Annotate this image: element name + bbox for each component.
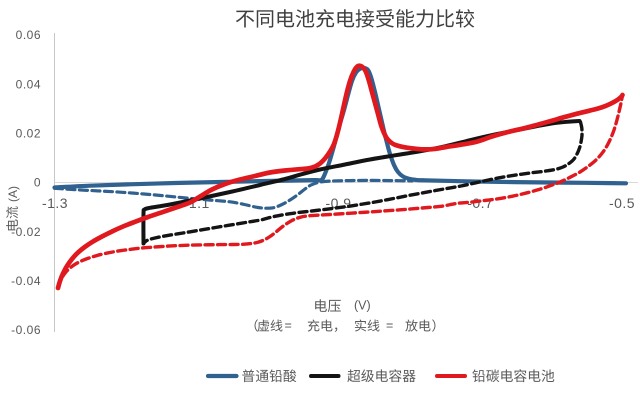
svg-text:0.06: 0.06 bbox=[16, 28, 41, 42]
svg-text:-0.5: -0.5 bbox=[609, 195, 635, 211]
svg-text:=: = bbox=[386, 319, 393, 333]
svg-text:0.02: 0.02 bbox=[16, 127, 41, 141]
svg-text:(A): (A) bbox=[6, 186, 20, 202]
svg-text:-0.04: -0.04 bbox=[11, 274, 41, 288]
svg-text:(V): (V) bbox=[354, 299, 371, 313]
svg-text:0: 0 bbox=[34, 176, 41, 190]
svg-text:-0.02: -0.02 bbox=[11, 225, 41, 239]
svg-text:=: = bbox=[285, 319, 292, 333]
svg-text:0.04: 0.04 bbox=[16, 77, 41, 91]
svg-text:-1.3: -1.3 bbox=[42, 195, 68, 211]
svg-text:-0.06: -0.06 bbox=[11, 323, 41, 337]
